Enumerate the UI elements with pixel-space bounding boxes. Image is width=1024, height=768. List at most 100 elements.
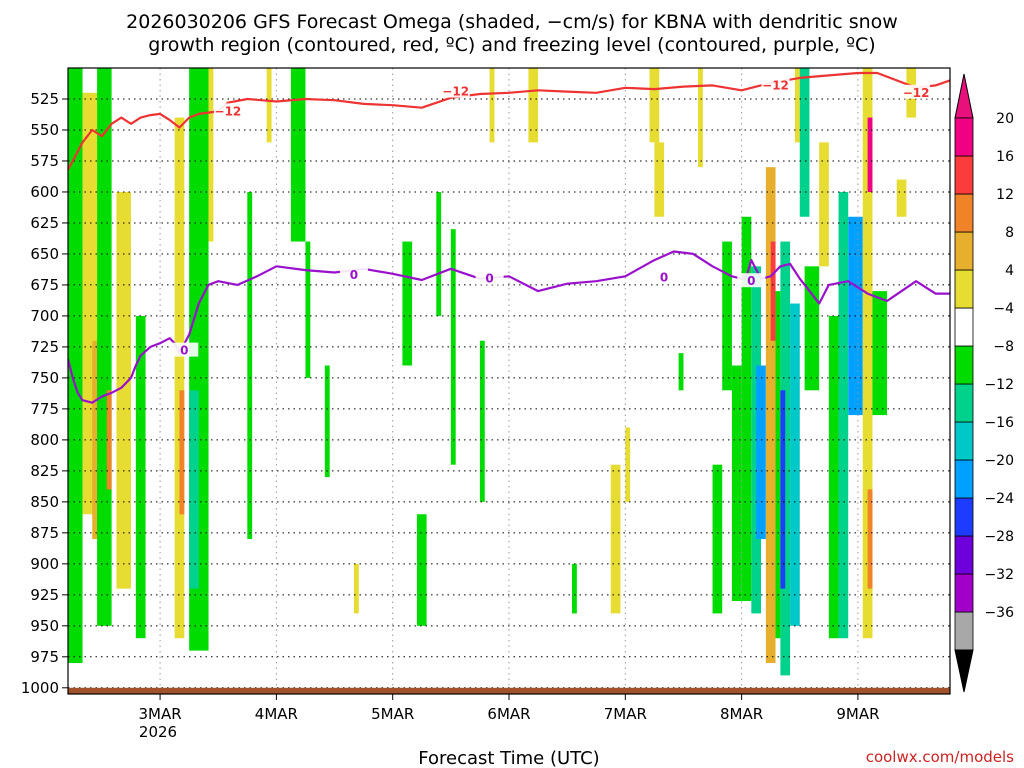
freezing-label-bg	[650, 269, 679, 284]
freezing-label: 0	[350, 268, 358, 282]
contour-lines	[68, 71, 950, 404]
omega-cell	[436, 191, 442, 316]
dgz-label: −12	[762, 78, 789, 92]
ground-surface	[68, 687, 950, 694]
omega-cell	[722, 241, 732, 391]
dgz-label-bg	[761, 77, 790, 92]
colorbar-label: 8	[1005, 225, 1014, 241]
y-tick-label: 825	[30, 462, 59, 480]
x-axis-label: Forecast Time (UTC)	[418, 748, 599, 768]
omega-shading	[68, 68, 917, 676]
colorbar-swatch	[954, 459, 974, 499]
omega-cell	[765, 167, 776, 664]
y-tick-label: 750	[30, 369, 59, 387]
freezing-contour-line	[68, 250, 950, 404]
colorbar-label: −8	[993, 339, 1014, 355]
omega-cell	[790, 303, 800, 626]
y-tick-label: 800	[30, 431, 59, 449]
freezing-label-bg	[737, 273, 766, 288]
colorbar-swatch	[954, 497, 974, 537]
colorbar-label: −20	[984, 453, 1014, 469]
colorbar-swatch	[954, 383, 974, 423]
omega-cell	[872, 291, 887, 416]
colorbar-label: −24	[984, 491, 1014, 507]
omega-cell	[68, 68, 83, 664]
y-tick-label: 850	[30, 493, 59, 511]
freezing-label: 0	[660, 270, 668, 284]
omega-cell	[135, 315, 146, 639]
omega-cell	[838, 191, 849, 639]
omega-cell	[290, 68, 306, 242]
x-tick-label: 3MAR	[138, 705, 181, 723]
omega-cell	[780, 241, 791, 676]
dgz-label-bg	[902, 84, 931, 99]
omega-cell	[799, 68, 810, 217]
dgz-label: −12	[903, 86, 930, 100]
colorbar-label: −28	[984, 529, 1014, 545]
omega-cell	[116, 191, 131, 589]
colorbar-label: −12	[984, 377, 1014, 393]
colorbar-swatch	[954, 573, 974, 613]
omega-cell	[479, 340, 485, 502]
freezing-label: 0	[747, 274, 755, 288]
omega-cell	[654, 142, 665, 217]
omega-cell	[402, 241, 413, 366]
omega-cell	[780, 390, 786, 589]
omega-cell	[610, 464, 621, 614]
y-tick-label: 875	[30, 524, 59, 542]
y-tick-label: 575	[30, 152, 59, 170]
omega-cell	[625, 427, 631, 502]
grid-lines	[68, 68, 950, 694]
omega-cell	[489, 68, 495, 143]
omega-cell	[247, 191, 253, 540]
colorbar-label: −36	[984, 605, 1014, 621]
omega-cell	[756, 365, 766, 540]
omega-cell	[97, 68, 112, 626]
y-tick-label: 700	[30, 307, 59, 325]
y-tick-label: 650	[30, 245, 59, 263]
colorbar-label: 12	[996, 187, 1014, 203]
omega-cell	[353, 563, 359, 614]
colorbar-swatch	[954, 193, 974, 233]
colorbar-label: −4	[993, 301, 1014, 317]
colorbar: 20 16 12 8 4 −4 −8 −12 −16 −20 −24 −28 −32 −36	[954, 73, 1014, 693]
omega-cell	[305, 241, 311, 378]
y-tick-label: 975	[30, 648, 59, 666]
y-tick-label: 925	[30, 586, 59, 604]
omega-cell	[266, 68, 272, 143]
dgz-label: −12	[215, 104, 242, 118]
omega-cell	[741, 216, 752, 602]
x-tick-label: 4MAR	[255, 705, 298, 723]
freezing-label: 0	[180, 344, 188, 358]
colorbar-label: −16	[984, 415, 1014, 431]
ground-strip	[68, 687, 950, 694]
omega-cell	[649, 68, 660, 143]
omega-cell	[819, 142, 829, 267]
colorbar-swatch	[954, 611, 974, 651]
colorbar-swatch	[954, 345, 974, 385]
omega-cell	[828, 315, 839, 639]
freezing-label-bg	[339, 267, 368, 282]
colorbar-swatch	[954, 269, 974, 309]
omega-cell	[416, 514, 427, 626]
omega-cell	[106, 390, 112, 490]
omega-cell	[775, 291, 781, 639]
y-tick-label: 1000	[21, 679, 59, 697]
chart-title-line2: growth region (contoured, red, ºC) and f…	[148, 34, 875, 56]
colorbar-swatch	[954, 231, 974, 271]
colorbar-label: −32	[984, 567, 1014, 583]
x-axis: 3MAR 4MAR 5MAR 6MAR 7MAR 8MAR 9MAR	[138, 694, 880, 723]
colorbar-swatch	[954, 155, 974, 195]
y-tick-label: 625	[30, 214, 59, 232]
omega-cell	[678, 353, 684, 391]
omega-cell	[528, 68, 539, 143]
y-tick-label: 775	[30, 400, 59, 418]
dgz-label: −12	[442, 85, 469, 99]
x-tick-label: 5MAR	[371, 705, 414, 723]
omega-cell	[867, 117, 873, 192]
x-year-label: 2026	[139, 723, 177, 741]
y-tick-label: 950	[30, 617, 59, 635]
colorbar-swatch	[954, 535, 974, 575]
x-tick-label: 6MAR	[487, 705, 530, 723]
